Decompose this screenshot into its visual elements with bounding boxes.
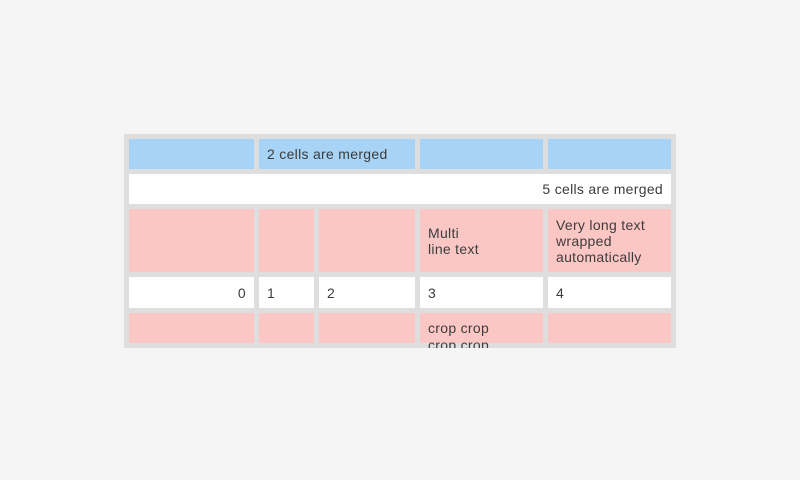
number-cell-4: 4 (548, 277, 671, 308)
number-cell-2: 2 (319, 277, 415, 308)
wrapped-text-cell: Very long text wrapped automatically (548, 209, 671, 272)
crop-text-cell: crop crop crop crop (420, 313, 543, 348)
number-cell-1: 1 (259, 277, 314, 308)
merged-five-cells: 5 cells are merged (129, 174, 671, 204)
cell-r5c2 (259, 313, 314, 343)
cell-r3c1 (129, 209, 254, 272)
number-cell-3: 3 (420, 277, 543, 308)
number-cell-0: 0 (129, 277, 254, 308)
cell-r5c1 (129, 313, 254, 343)
cell-r3c3 (319, 209, 415, 272)
cell-r5c5 (548, 313, 671, 343)
cell-r1c5 (548, 139, 671, 169)
table-row-blue-header: 2 cells are merged (129, 139, 671, 169)
table-row-pink-text: Multi line text Very long text wrapped a… (129, 209, 671, 272)
table-row-full-merge: 5 cells are merged (129, 174, 671, 204)
cell-r1c4 (420, 139, 543, 169)
cell-r1c1 (129, 139, 254, 169)
cell-r5c3 (319, 313, 415, 343)
merged-cells-table: 2 cells are merged 5 cells are merged Mu… (124, 134, 676, 348)
merged-two-cells: 2 cells are merged (259, 139, 415, 169)
table-row-cropped: crop crop crop crop (129, 313, 671, 348)
table-row-numbers: 0 1 2 3 4 (129, 277, 671, 308)
cell-r3c2 (259, 209, 314, 272)
multi-line-text-cell: Multi line text (420, 209, 543, 272)
